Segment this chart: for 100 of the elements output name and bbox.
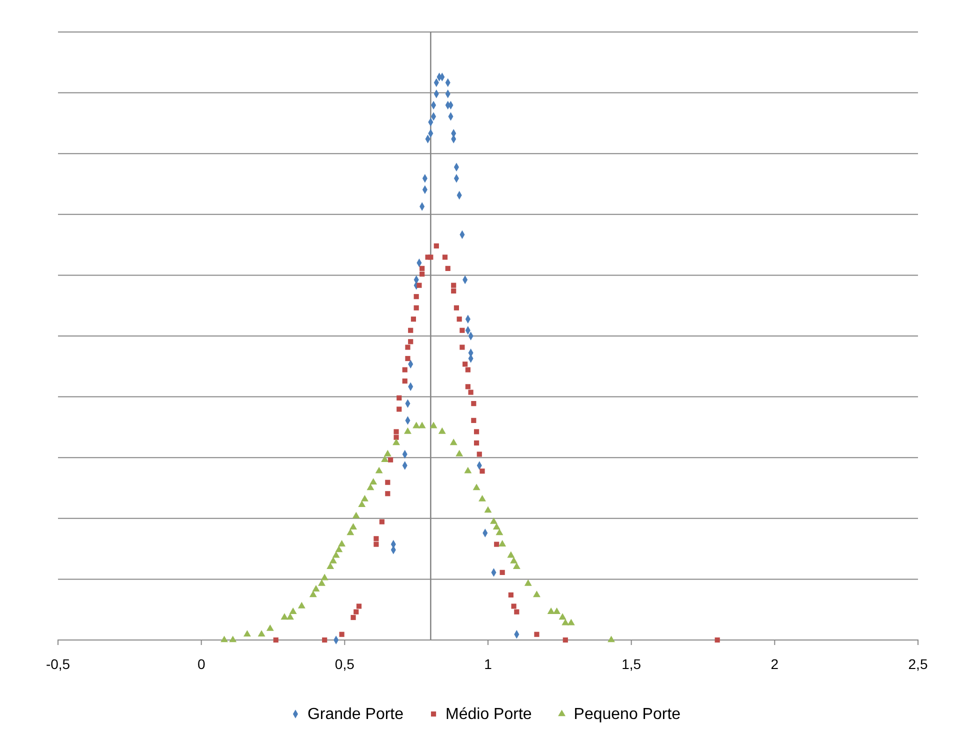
point bbox=[385, 491, 390, 496]
point bbox=[379, 519, 384, 524]
point bbox=[381, 456, 389, 462]
point bbox=[471, 401, 476, 406]
point bbox=[454, 305, 460, 310]
point bbox=[524, 579, 532, 586]
x-tick-label: 0 bbox=[197, 656, 206, 672]
x-tick-label: 0,5 bbox=[334, 656, 355, 672]
point bbox=[332, 551, 340, 558]
point bbox=[309, 590, 317, 598]
point bbox=[714, 637, 720, 643]
point bbox=[420, 272, 425, 277]
point bbox=[434, 243, 439, 248]
point bbox=[512, 562, 520, 569]
point bbox=[361, 494, 368, 502]
point bbox=[394, 434, 399, 440]
point bbox=[410, 316, 416, 322]
point bbox=[329, 556, 337, 564]
point bbox=[370, 478, 378, 485]
point bbox=[266, 624, 274, 631]
point bbox=[465, 367, 470, 372]
point bbox=[396, 406, 402, 412]
point bbox=[428, 254, 434, 260]
point bbox=[394, 429, 399, 434]
point bbox=[418, 422, 426, 428]
point bbox=[366, 484, 374, 490]
point bbox=[339, 632, 344, 637]
point bbox=[280, 613, 288, 620]
point bbox=[472, 484, 480, 490]
point bbox=[451, 288, 456, 294]
point bbox=[456, 450, 464, 456]
point bbox=[338, 540, 346, 546]
legend-label: Médio Porte bbox=[446, 706, 532, 723]
legend-label: Pequeno Porte bbox=[574, 706, 681, 723]
point bbox=[318, 579, 326, 586]
point bbox=[478, 494, 486, 502]
point bbox=[533, 590, 540, 598]
point bbox=[534, 632, 540, 637]
point bbox=[562, 637, 568, 643]
point bbox=[298, 602, 306, 608]
point bbox=[354, 609, 359, 614]
point bbox=[385, 480, 390, 485]
point bbox=[273, 637, 278, 643]
point bbox=[356, 604, 362, 609]
point bbox=[374, 536, 379, 542]
point bbox=[464, 466, 472, 474]
point bbox=[402, 378, 408, 384]
x-tick-label: 1 bbox=[484, 656, 492, 672]
point bbox=[335, 546, 343, 552]
point bbox=[460, 344, 465, 350]
point bbox=[484, 506, 492, 513]
x-tick-label: 1,5 bbox=[622, 656, 642, 672]
point bbox=[468, 390, 474, 395]
point bbox=[490, 517, 498, 524]
point bbox=[438, 427, 446, 434]
point bbox=[320, 574, 328, 580]
point bbox=[508, 592, 514, 598]
point bbox=[414, 294, 419, 300]
point bbox=[474, 429, 480, 434]
point bbox=[608, 636, 615, 642]
point bbox=[510, 556, 518, 564]
point bbox=[492, 523, 500, 530]
point bbox=[420, 266, 425, 271]
point bbox=[498, 540, 506, 546]
point bbox=[405, 344, 410, 350]
point bbox=[388, 457, 394, 462]
point bbox=[375, 466, 383, 474]
point bbox=[567, 618, 575, 626]
point bbox=[322, 637, 328, 643]
point bbox=[326, 562, 334, 569]
point bbox=[286, 613, 294, 620]
point bbox=[408, 328, 414, 333]
point bbox=[289, 608, 297, 614]
point bbox=[352, 512, 360, 518]
point bbox=[558, 613, 566, 620]
point bbox=[416, 282, 422, 288]
point bbox=[450, 438, 458, 446]
x-tick-label: 2 bbox=[770, 656, 779, 672]
point bbox=[229, 636, 237, 642]
point bbox=[392, 438, 400, 446]
point bbox=[350, 614, 356, 620]
point bbox=[408, 339, 414, 344]
point bbox=[312, 585, 320, 592]
point bbox=[547, 608, 555, 614]
point bbox=[456, 316, 462, 322]
point bbox=[474, 440, 480, 446]
point bbox=[374, 542, 379, 547]
point bbox=[445, 266, 450, 271]
point bbox=[220, 636, 228, 642]
point bbox=[562, 618, 570, 626]
point bbox=[258, 630, 266, 637]
point bbox=[494, 542, 500, 547]
point bbox=[442, 254, 448, 260]
point bbox=[404, 427, 412, 434]
point bbox=[471, 418, 476, 423]
point bbox=[460, 328, 465, 333]
point bbox=[358, 500, 366, 508]
point bbox=[514, 609, 520, 614]
point bbox=[465, 384, 470, 390]
point bbox=[414, 305, 419, 310]
